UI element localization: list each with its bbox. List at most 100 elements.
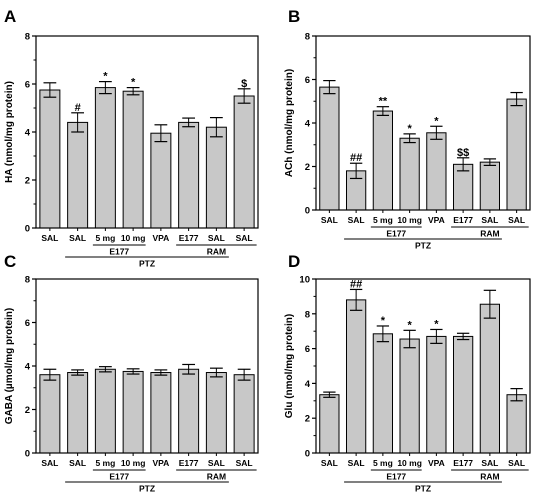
significance-label: ** [379, 96, 388, 108]
significance-label: ## [350, 278, 362, 290]
x-tick-label: 5 mg [95, 233, 115, 243]
group-label: E177 [109, 472, 129, 482]
significance-label: * [103, 71, 108, 83]
significance-label: ## [350, 152, 362, 164]
bar [319, 394, 340, 454]
bar [122, 370, 144, 454]
x-tick-label: SAL [481, 458, 498, 468]
bar [426, 335, 447, 454]
bar [122, 90, 144, 229]
x-tick-label: 5 mg [373, 215, 393, 225]
y-axis-label: ACh (nmol/mg protein) [284, 69, 295, 177]
bar [178, 121, 200, 229]
panel-letter: C [4, 252, 16, 271]
significance-label: * [131, 77, 136, 89]
y-tick-label: 0 [25, 449, 30, 460]
y-tick-label: 4 [305, 379, 311, 390]
group-label: RAM [207, 247, 226, 257]
panel-letter: A [4, 7, 16, 26]
x-tick-label: SAL [348, 215, 365, 225]
bar [372, 110, 394, 211]
bar [178, 368, 200, 454]
y-tick-label: 8 [305, 309, 310, 320]
x-tick-label: VPA [152, 233, 169, 243]
significance-label: * [407, 319, 412, 331]
bar [233, 95, 255, 229]
group-label: RAM [480, 229, 499, 239]
bar [452, 335, 474, 454]
bar [205, 126, 227, 229]
group-label: RAM [480, 472, 499, 482]
x-tick-label: SAL [481, 215, 498, 225]
y-axis-label: GABA (µmol/mg protein) [4, 308, 15, 425]
x-tick-label: SAL [348, 458, 365, 468]
y-tick-label: 0 [305, 206, 310, 217]
bar [67, 121, 89, 229]
bar [39, 89, 61, 229]
chart-panel-d: D Glu (nmol/mg protein) ## * * * 0 2 4 6 8 10 SAL SAL… [284, 252, 531, 494]
x-tick-label: SAL [69, 233, 86, 243]
x-tick-label: SAL [41, 458, 58, 468]
x-tick-label: VPA [428, 458, 445, 468]
significance-label: * [434, 115, 439, 127]
group-label: E177 [386, 229, 406, 239]
chart-panel-c: C GABA (µmol/mg protein) 0 2 4 6 8 SAL SAL 5 mg 10… [4, 252, 259, 494]
x-tick-label: E177 [453, 215, 473, 225]
x-tick-label: VPA [428, 215, 445, 225]
y-tick-label: 6 [305, 75, 310, 86]
chart-panel-a: A HA (nmol/mg protein) # * * $0 2 4 6 8 SAL SAL 5 mg… [4, 7, 259, 269]
bar [233, 374, 255, 454]
x-tick-label: SAL [41, 233, 58, 243]
bar [94, 368, 116, 454]
bar [479, 303, 501, 454]
x-tick-label: 5 mg [95, 458, 115, 468]
y-axis-label: HA (nmol/mg protein) [4, 81, 15, 183]
x-tick-label: E177 [453, 458, 473, 468]
bar [94, 87, 116, 229]
x-tick-label: SAL [208, 233, 225, 243]
y-tick-label: 2 [305, 162, 310, 173]
x-tick-label: SAL [236, 233, 253, 243]
group-label: RAM [207, 472, 226, 482]
y-tick-label: 6 [25, 80, 30, 91]
significance-label: # [75, 102, 81, 114]
x-tick-label: SAL [508, 215, 525, 225]
group-label: PTZ [139, 259, 155, 269]
x-tick-label: 10 mg [121, 233, 146, 243]
y-tick-label: 0 [305, 449, 310, 460]
x-tick-label: 5 mg [373, 458, 393, 468]
bar [506, 98, 527, 211]
significance-label: * [434, 318, 439, 330]
x-tick-label: E177 [179, 233, 199, 243]
significance-label: $$ [457, 147, 469, 159]
panel-letter: B [288, 7, 300, 26]
bar [506, 394, 527, 454]
y-tick-label: 4 [25, 128, 31, 139]
x-tick-label: SAL [508, 458, 525, 468]
group-label: E177 [386, 472, 406, 482]
bar [426, 132, 447, 211]
x-tick-label: SAL [321, 458, 338, 468]
y-tick-label: 6 [305, 344, 310, 355]
y-tick-label: 4 [305, 119, 311, 130]
x-tick-label: 10 mg [397, 458, 422, 468]
x-tick-label: SAL [208, 458, 225, 468]
significance-label: $ [241, 78, 247, 90]
x-tick-label: SAL [69, 458, 86, 468]
x-tick-label: VPA [152, 458, 169, 468]
y-tick-label: 0 [25, 224, 30, 235]
bar [319, 86, 340, 211]
y-tick-label: 2 [25, 176, 30, 187]
bar [150, 132, 172, 229]
y-tick-label: 6 [25, 318, 30, 329]
y-tick-label: 8 [305, 32, 310, 43]
significance-label: * [381, 315, 386, 327]
y-tick-label: 8 [25, 275, 30, 286]
bar [399, 338, 420, 454]
panel-letter: D [288, 252, 300, 271]
bar [345, 299, 367, 454]
y-tick-label: 2 [25, 405, 30, 416]
x-tick-label: 10 mg [121, 458, 146, 468]
y-tick-label: 10 [299, 275, 310, 286]
